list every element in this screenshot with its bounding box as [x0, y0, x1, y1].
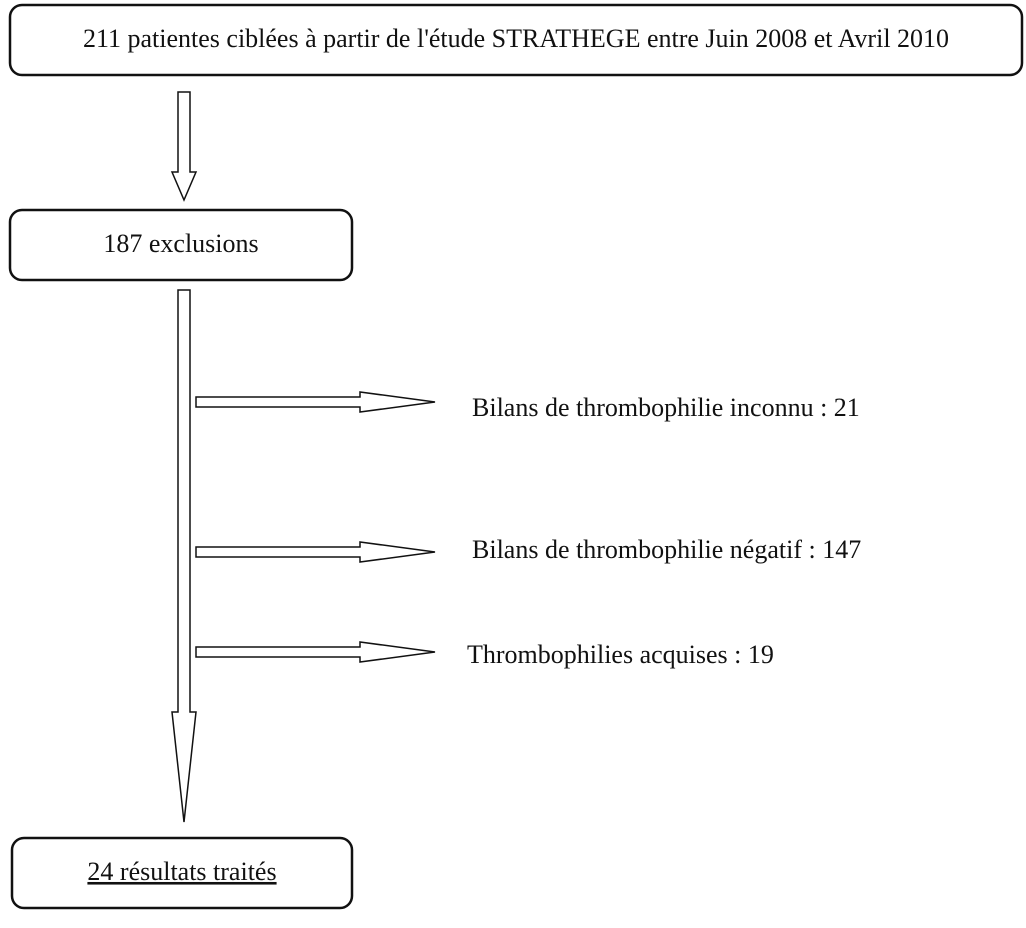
result-label: 24 résultats traités: [87, 857, 276, 886]
branch-label: Bilans de thrombophilie négatif : 147: [472, 535, 861, 564]
branch-arrow: [195, 541, 436, 563]
main-arrow: [171, 289, 197, 823]
exclusions-label: 187 exclusions: [103, 229, 258, 258]
branch-arrow: [195, 641, 436, 663]
branch-label: Bilans de thrombophilie inconnu : 21: [472, 393, 860, 422]
start-label: 211 patientes ciblées à partir de l'étud…: [83, 24, 949, 53]
exclusions-box: [8, 208, 354, 282]
branch-arrow: [195, 391, 436, 413]
arrow-down: [170, 91, 198, 202]
start-box: [8, 3, 1024, 77]
result-box: [10, 836, 354, 910]
branch-label: Thrombophilies acquises : 19: [467, 640, 774, 669]
